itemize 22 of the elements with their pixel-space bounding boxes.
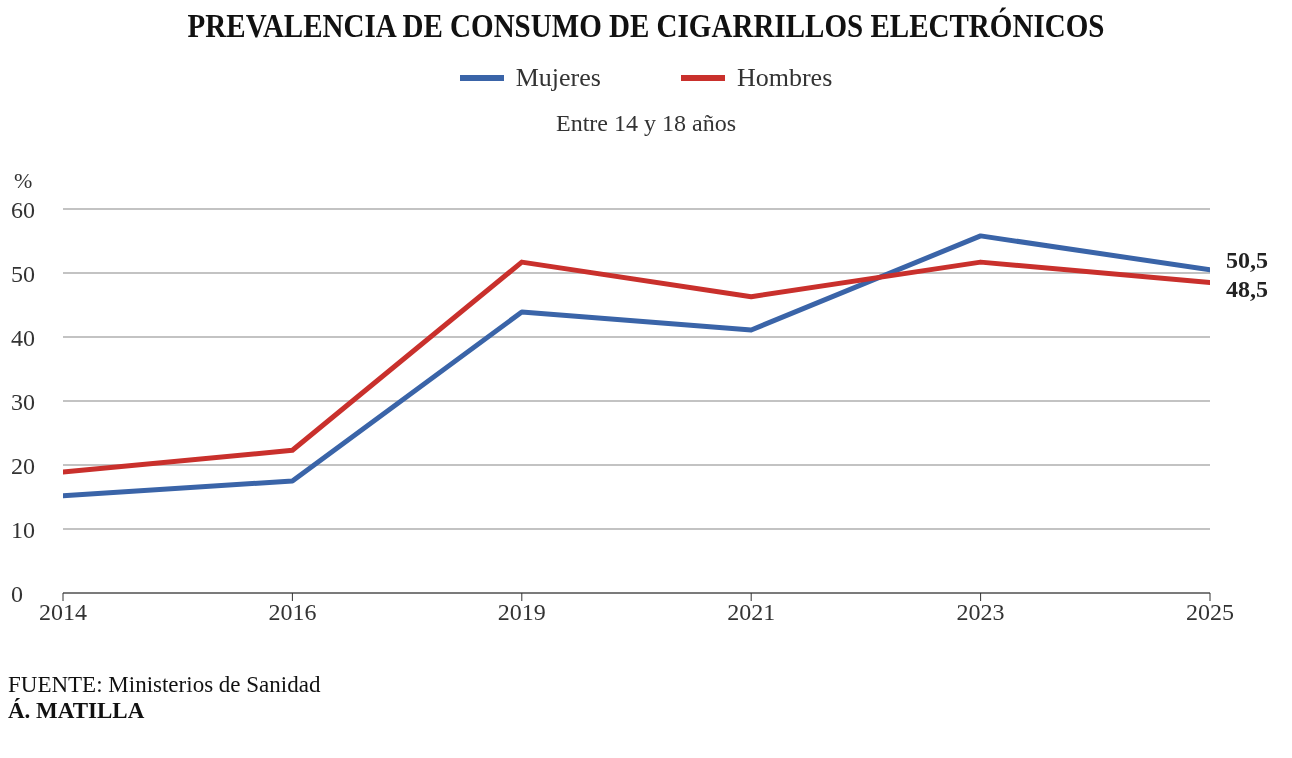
y-tick-label: 50 xyxy=(11,260,35,287)
x-tick-label: 2016 xyxy=(268,599,317,626)
x-tick-label: 2023 xyxy=(956,599,1005,626)
x-tick-label: 2025 xyxy=(1186,599,1234,626)
data-label: 48,5 xyxy=(1226,275,1268,302)
y-tick-label: 0 xyxy=(11,580,23,607)
legend-label: Mujeres xyxy=(515,63,601,93)
text: Á. MATILLA xyxy=(8,698,146,724)
y-tick-label: 60 xyxy=(11,196,35,223)
data-label: 50,5 xyxy=(1226,246,1268,273)
source-note: FUENTE: Ministerios de Sanidad xyxy=(8,672,321,698)
y-tick-label: 40 xyxy=(11,324,35,351)
y-tick-label: 20 xyxy=(11,452,35,479)
x-tick-label: 2014 xyxy=(39,599,87,626)
y-axis-title: % xyxy=(14,168,33,194)
x-tick-label: 2021 xyxy=(727,599,776,626)
x-tick-label: 2019 xyxy=(497,599,546,626)
y-tick-label: 10 xyxy=(11,516,35,543)
y-tick-label: 30 xyxy=(11,388,35,415)
chart-title: PREVALENCIA DE CONSUMO DE CIGARRILLOS ELECTRÓNICOS xyxy=(186,8,1106,46)
chart-subtitle: Entre 14 y 18 años xyxy=(555,110,737,138)
legend-label: Hombres xyxy=(736,63,833,93)
